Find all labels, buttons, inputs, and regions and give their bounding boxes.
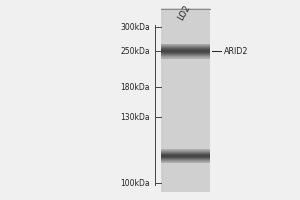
Text: LO2: LO2 [176, 3, 193, 22]
Bar [160, 45, 210, 46]
Bar [160, 50, 210, 51]
Bar [160, 152, 210, 153]
Text: 130kDa: 130kDa [120, 112, 150, 121]
Bar [160, 157, 210, 158]
Bar [160, 56, 210, 57]
Bar [160, 153, 210, 154]
Bar [160, 52, 210, 53]
Text: 180kDa: 180kDa [121, 83, 150, 92]
Bar [160, 51, 210, 52]
Text: 300kDa: 300kDa [120, 22, 150, 31]
Bar [160, 161, 210, 162]
Bar [160, 53, 210, 54]
Bar [160, 49, 210, 50]
Bar [160, 57, 210, 58]
Bar [160, 151, 210, 152]
Bar [160, 54, 210, 55]
Text: 100kDa: 100kDa [120, 178, 150, 188]
Bar [160, 159, 210, 160]
Bar [160, 46, 210, 47]
Bar [160, 8, 210, 192]
Bar [160, 158, 210, 159]
Text: ARID2: ARID2 [224, 46, 248, 55]
Bar [160, 154, 210, 155]
Bar [160, 155, 210, 156]
Bar [160, 55, 210, 56]
Bar [160, 44, 210, 45]
Bar [160, 150, 210, 151]
Bar [160, 47, 210, 48]
Bar [160, 160, 210, 161]
Bar [160, 156, 210, 157]
Bar [160, 48, 210, 49]
Text: 250kDa: 250kDa [120, 46, 150, 55]
